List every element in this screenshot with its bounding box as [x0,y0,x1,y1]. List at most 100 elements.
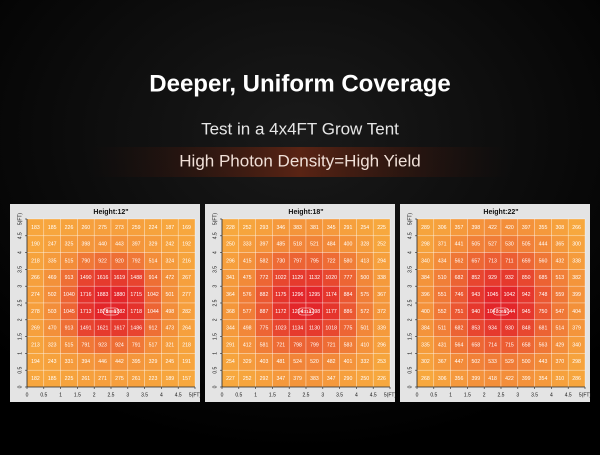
cell-value: 446 [98,359,107,365]
cell-value: 472 [165,275,174,281]
cell-value: 575 [360,292,369,298]
cell-value: 185 [48,376,57,382]
cell-value: 245 [165,359,174,365]
x-tick-label: 2.5 [108,392,115,398]
cell-value: 191 [182,359,191,365]
cell-value: 344 [226,326,235,332]
cell-value: 338 [377,275,386,281]
cell-value: 551 [438,292,447,298]
x-tick-label: 3 [126,392,129,398]
cell-value: 274 [31,292,40,298]
cell-value: 341 [226,275,235,281]
cell-value: 943 [471,292,480,298]
x-tick-label: 4 [160,392,163,398]
cell-value: 264 [182,326,191,332]
cell-value: 379 [293,376,302,382]
cell-value: 576 [243,292,252,298]
cell-value: 1130 [309,326,320,332]
cell-value: 247 [48,242,57,248]
cell-value: 473 [165,326,174,332]
cell-value: 225 [65,376,74,382]
cell-value: 498 [243,326,252,332]
cell-value: 1713 [80,309,92,315]
cell-value: 515 [65,258,74,264]
cell-value: 252 [377,242,386,248]
cell-value: 447 [455,359,464,365]
cell-value: 722 [327,258,336,264]
y-tick-label: 1.5 [407,333,413,340]
cell-value: 1298 [309,309,321,315]
cell-value: 932 [505,275,514,281]
x-tick-label: 5(FT) [384,392,397,398]
x-tick-label: 1 [254,392,257,398]
cell-value: 228 [226,225,235,231]
cell-value: 371 [438,242,447,248]
cell-value: 1716 [80,292,92,298]
cell-value: 912 [149,326,158,332]
y-tick-label: 4.5 [407,232,413,239]
cell-value: 798 [293,342,302,348]
cell-value: 1296 [292,292,304,298]
cell-value: 772 [260,275,269,281]
cell-value: 328 [360,242,369,248]
cell-value: 1129 [292,275,303,281]
cell-value: 282 [182,309,191,315]
cell-value: 254 [360,225,369,231]
cell-value: 517 [149,342,158,348]
cell-value: 524 [293,359,302,365]
cell-value: 382 [572,275,581,281]
cell-value: 791 [132,342,141,348]
cell-value: 790 [81,258,90,264]
x-tick-label: 4 [355,392,358,398]
cell-value: 503 [48,309,57,315]
cell-value: 403 [260,359,269,365]
x-tick-label: 1 [449,392,452,398]
cell-value: 711 [505,258,513,264]
cell-value: 1023 [275,326,287,332]
cell-value: 750 [539,309,548,315]
cell-value: 187 [165,225,174,231]
panel-title: Height:22" [483,209,518,216]
x-tick-label: 2.5 [498,392,505,398]
cell-value: 286 [572,376,581,382]
cell-value: 298 [572,359,581,365]
cell-value: 1295 [309,292,321,298]
cell-value: 715 [505,342,514,348]
cell-value: 563 [539,342,548,348]
cell-value: 333 [243,242,252,248]
cell-value: 324 [165,258,174,264]
y-tick-label: 5(FT) [17,213,23,226]
cell-value: 185 [48,225,57,231]
cell-value: 275 [115,376,124,382]
banner-band [90,147,510,177]
cell-value: 515 [65,342,74,348]
cell-value: 398 [471,225,480,231]
y-tick-label: 1 [212,352,218,355]
panel-title: Height:18" [288,209,323,216]
cell-value: 290 [344,376,353,382]
cell-value: 748 [539,292,548,298]
cell-value: 775 [260,326,269,332]
cell-value: 394 [81,359,90,365]
cell-value: 502 [48,292,57,298]
x-tick-label: 1.5 [74,392,81,398]
subtitle: Test in a 4x4FT Grow Tent [201,119,399,138]
y-tick-label: 2.5 [17,299,23,306]
cell-value: 714 [488,342,497,348]
cell-value: 291 [344,225,353,231]
cell-value: 482 [327,359,336,365]
cell-value: 422 [505,376,514,382]
cell-value: 300 [572,242,581,248]
cell-value: 1617 [114,326,126,332]
cell-value: 657 [471,258,480,264]
cell-value: 253 [377,359,386,365]
cell-value: 252 [243,225,252,231]
cell-value: 332 [360,359,369,365]
cell-value: 275 [98,225,107,231]
cell-value: 169 [182,225,191,231]
cell-value: 364 [226,292,235,298]
annotation-box [102,307,120,316]
x-tick-label: 2.5 [303,392,310,398]
cell-value: 1132 [309,275,320,281]
